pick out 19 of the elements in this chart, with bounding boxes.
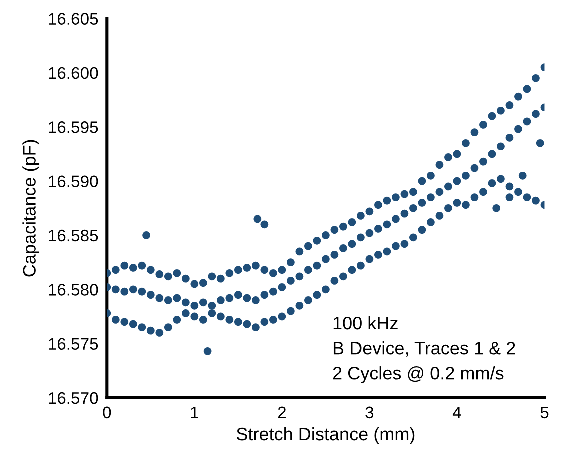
y-tick-label: 16.605 — [49, 13, 98, 25]
annotation: 100 kHz — [334, 316, 398, 330]
x-tick-label: 4 — [452, 406, 462, 418]
y-tick-label: 16.590 — [49, 176, 98, 188]
x-tick-label: 5 — [540, 406, 549, 419]
x-tick-label: 2 — [278, 406, 286, 418]
y-tick-label: 16.575 — [49, 338, 98, 350]
y-tick-label: 16.580 — [49, 284, 98, 296]
y-tick-label: 16.595 — [49, 122, 98, 134]
y-axis-title: Capacitance (pF) — [22, 140, 40, 277]
x-axis-title: Stretch Distance (mm) — [236, 427, 415, 444]
x-tick-label: 0 — [103, 406, 112, 419]
y-tick-label: 16.600 — [49, 67, 98, 80]
y-tick-label: 16.570 — [49, 392, 98, 404]
annotation: 2 Cycles @ 0.2 mm/s — [333, 366, 504, 384]
x-tick-label: 3 — [366, 406, 374, 419]
x-tick-label: 1 — [191, 406, 198, 418]
y-tick-label: 16.585 — [49, 230, 98, 242]
annotation: B Device, Traces 1 & 2 — [334, 342, 516, 357]
